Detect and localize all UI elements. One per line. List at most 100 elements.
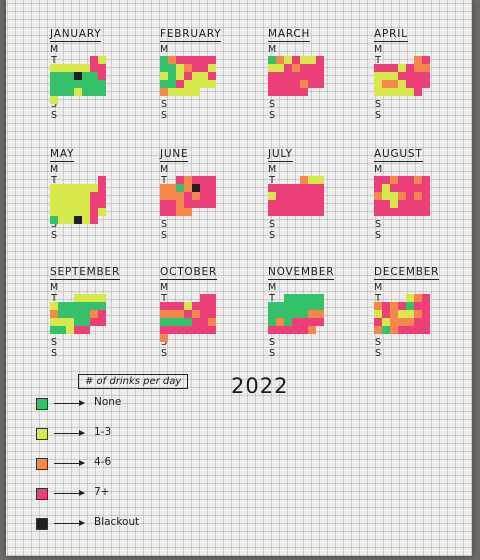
weekday-letter: T: [51, 175, 57, 186]
day-cell: [66, 80, 74, 88]
day-cell: [82, 208, 90, 216]
day-cell: [316, 72, 324, 80]
day-cell: [374, 302, 382, 310]
day-cell: [184, 200, 192, 208]
day-cell: [406, 184, 414, 192]
day-cell: [90, 200, 98, 208]
day-cell: [90, 216, 98, 224]
day-cell: [90, 294, 98, 302]
day-cell: [200, 302, 208, 310]
day-cell: [300, 88, 308, 96]
day-cell: [300, 326, 308, 334]
day-cell: [98, 200, 106, 208]
weekday-letter: T: [161, 293, 167, 304]
day-cell: [82, 310, 90, 318]
arrow-right-icon: [54, 489, 85, 497]
day-cell: [316, 176, 324, 184]
weekday-letter: M: [50, 282, 59, 293]
day-cell: [82, 184, 90, 192]
day-cell: [66, 318, 74, 326]
day-cell: [308, 310, 316, 318]
day-cell: [414, 64, 422, 72]
day-cell: [176, 184, 184, 192]
day-cell: [208, 302, 216, 310]
day-cell: [300, 192, 308, 200]
weekday-letter: M: [160, 282, 169, 293]
day-cell: [74, 80, 82, 88]
day-cell: [374, 310, 382, 318]
day-cell: [74, 302, 82, 310]
month-name: DECEMBER: [374, 266, 454, 280]
day-cell: [50, 216, 58, 224]
day-cell: [98, 64, 106, 72]
day-cell: [192, 184, 200, 192]
day-cell: [160, 334, 168, 342]
day-cell: [300, 80, 308, 88]
day-cell: [316, 184, 324, 192]
weekday-letter: T: [375, 55, 381, 66]
day-cell: [414, 192, 422, 200]
weekday-letter: M: [268, 44, 277, 55]
day-cell: [382, 302, 390, 310]
day-cell: [160, 310, 168, 318]
day-cell: [168, 200, 176, 208]
day-cell: [382, 326, 390, 334]
day-cell: [58, 64, 66, 72]
day-cell: [414, 294, 422, 302]
weekday-letter: S: [374, 230, 382, 241]
day-cell: [422, 184, 430, 192]
day-cell: [98, 72, 106, 80]
day-cell: [406, 326, 414, 334]
day-cell: [276, 200, 284, 208]
weekday-letter: M: [268, 282, 277, 293]
day-cell: [90, 192, 98, 200]
day-cell: [184, 192, 192, 200]
day-cell: [74, 326, 82, 334]
day-cell: [66, 72, 74, 80]
day-cell: [398, 302, 406, 310]
month-name-text: DECEMBER: [374, 266, 440, 280]
day-cell: [176, 302, 184, 310]
day-cell: [292, 72, 300, 80]
day-cell: [176, 318, 184, 326]
month-name-text: NOVEMBER: [268, 266, 335, 280]
day-cell: [316, 208, 324, 216]
day-cell: [422, 72, 430, 80]
day-cell: [390, 302, 398, 310]
day-cell: [292, 302, 300, 310]
day-cell: [58, 326, 66, 334]
day-cell: [98, 80, 106, 88]
day-cell: [50, 64, 58, 72]
day-cell: [406, 294, 414, 302]
month-name: MAY: [50, 148, 130, 162]
day-cell: [208, 200, 216, 208]
day-cell: [406, 72, 414, 80]
day-cell: [374, 200, 382, 208]
day-cell: [390, 208, 398, 216]
day-cell: [374, 192, 382, 200]
day-cell: [98, 318, 106, 326]
weekday-letter: T: [51, 293, 57, 304]
day-cell: [276, 208, 284, 216]
day-cell: [382, 318, 390, 326]
day-cell: [50, 318, 58, 326]
day-cell: [414, 318, 422, 326]
day-cell: [316, 310, 324, 318]
day-cell: [398, 88, 406, 96]
day-cell: [382, 310, 390, 318]
weekday-letter: M: [160, 44, 169, 55]
day-cell: [308, 64, 316, 72]
day-cell: [176, 200, 184, 208]
day-cell: [300, 302, 308, 310]
day-cell: [284, 64, 292, 72]
day-cell: [406, 310, 414, 318]
weekday-letter: T: [269, 175, 275, 186]
day-cell: [66, 302, 74, 310]
day-cell: [98, 176, 106, 184]
weekday-letter: S: [374, 219, 382, 230]
day-cell: [374, 184, 382, 192]
day-cell: [184, 184, 192, 192]
day-cell: [160, 208, 168, 216]
day-cell: [374, 80, 382, 88]
day-cell: [398, 310, 406, 318]
